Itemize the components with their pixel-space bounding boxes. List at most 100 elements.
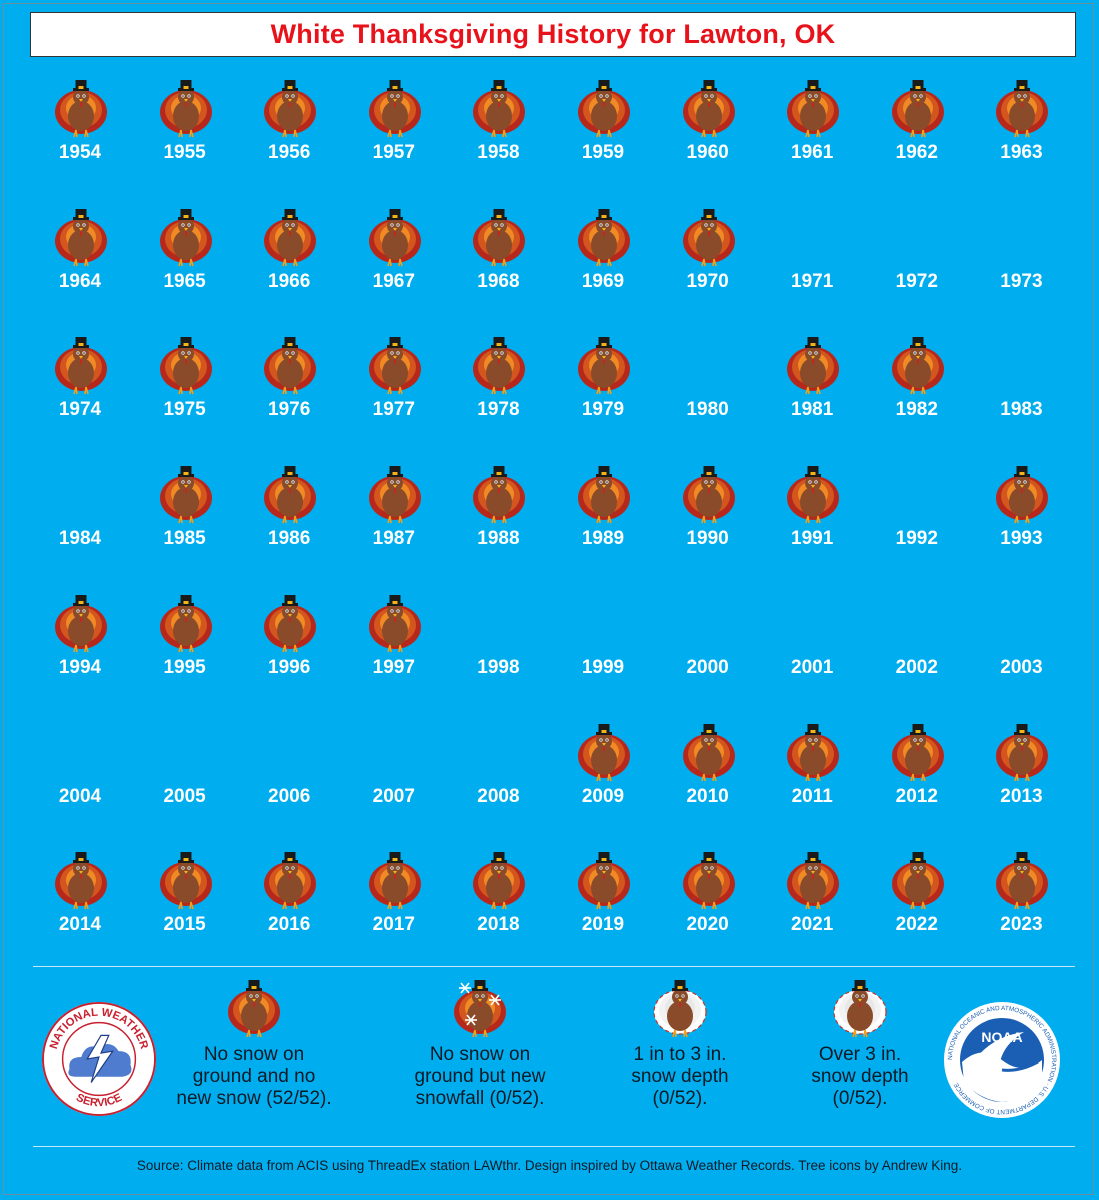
turkey-icon (787, 337, 840, 395)
turkey-icon (55, 337, 107, 395)
year-cell: 1972 (865, 207, 969, 317)
year-cell: 2020 (656, 850, 760, 960)
year-cell: 2008 (446, 722, 550, 832)
turkey-icon (473, 80, 526, 138)
year-cell: 1989 (551, 464, 655, 574)
svg-text:SERVICE: SERVICE (74, 1091, 124, 1109)
legend-item: Over 3 in. snow depth (0/52). (770, 978, 950, 1110)
year-label: 2013 (1000, 785, 1043, 807)
year-cell: 2004 (28, 722, 132, 832)
year-label: 2012 (895, 785, 938, 807)
year-cell: 2006 (237, 722, 341, 832)
year-label: 1956 (268, 142, 311, 163)
turkey-icon (996, 852, 1049, 910)
year-label: 1997 (372, 656, 415, 678)
year-cell: 1961 (760, 78, 864, 188)
year-cell: 1987 (342, 464, 446, 574)
year-label: 1996 (268, 656, 311, 678)
year-label: 1973 (1000, 270, 1043, 292)
turkey-icon (264, 208, 317, 266)
turkey-icon (159, 208, 212, 266)
year-label: 1977 (372, 399, 415, 421)
year-label: 1983 (1000, 399, 1043, 421)
turkey-light-snow-icon (653, 980, 707, 1038)
title-box: White Thanksgiving History for Lawton, O… (30, 12, 1076, 57)
turkey-icon (55, 852, 107, 910)
year-cell: 1963 (969, 78, 1073, 188)
year-cell: 1985 (133, 464, 237, 574)
year-cell: 2022 (865, 850, 969, 960)
turkey-icon (368, 208, 421, 266)
year-label: 2004 (58, 785, 102, 807)
turkey-icon (891, 337, 944, 395)
year-cell: 2003 (969, 593, 1073, 703)
year-cell: 1969 (551, 207, 655, 317)
year-label: 1959 (581, 142, 625, 163)
year-cell: 1979 (551, 335, 655, 445)
divider (33, 1146, 1075, 1147)
year-cell: 1966 (237, 207, 341, 317)
year-label: 2022 (895, 914, 938, 936)
legend-text: 1 in to 3 in. snow depth (0/52). (631, 1044, 729, 1109)
turkey-icon (682, 852, 735, 910)
year-label: 1984 (58, 528, 102, 550)
turkey-icon (264, 594, 317, 653)
turkey-icon (891, 80, 944, 138)
turkey-icon (787, 80, 840, 138)
year-label: 1961 (791, 142, 834, 163)
turkey-icon (578, 208, 630, 266)
year-cell: 1995 (133, 593, 237, 703)
year-label: 2005 (163, 785, 206, 807)
year-cell: 1988 (446, 464, 550, 574)
year-label: 1957 (372, 142, 415, 163)
turkey-icon (682, 208, 735, 266)
year-label: 2003 (1000, 656, 1043, 678)
year-label: 2002 (895, 656, 938, 678)
year-label: 1999 (581, 656, 625, 678)
turkey-icon (159, 594, 212, 653)
turkey-icon (55, 208, 107, 266)
year-cell: 2016 (237, 850, 341, 960)
turkey-icon (368, 337, 421, 395)
turkey-icon (891, 723, 944, 781)
year-label: 1966 (268, 270, 311, 292)
year-label: 1963 (1000, 142, 1043, 163)
year-cell: 1980 (656, 335, 760, 445)
year-label: 1954 (58, 142, 102, 163)
year-cell: 1991 (760, 464, 864, 574)
legend-item: 1 in to 3 in. snow depth (0/52). (590, 978, 770, 1110)
turkey-icon (578, 723, 630, 781)
year-label: 1981 (791, 399, 834, 421)
turkey-icon (55, 80, 107, 138)
turkey-icon (578, 80, 630, 138)
year-cell: 2015 (133, 850, 237, 960)
graphic-frame (3, 3, 1094, 1195)
year-cell: 1957 (342, 78, 446, 188)
year-cell: 1960 (656, 78, 760, 188)
year-cell: 1982 (865, 335, 969, 445)
turkey-icon (264, 852, 317, 910)
year-cell: 2007 (342, 722, 446, 832)
year-cell: 2005 (133, 722, 237, 832)
year-cell: 1968 (446, 207, 550, 317)
legend-item: No snow on ground but new snowfall (0/52… (390, 978, 570, 1110)
year-label: 1974 (58, 399, 102, 421)
turkey-icon (368, 80, 421, 138)
year-label: 1994 (58, 656, 102, 678)
turkey-icon (682, 80, 735, 138)
turkey-icon (787, 723, 840, 781)
turkey-icon (473, 466, 526, 524)
year-cell: 1983 (969, 335, 1073, 445)
year-cell: 1996 (237, 593, 341, 703)
year-label: 1988 (477, 528, 520, 550)
year-cell: 2000 (656, 593, 760, 703)
year-label: 2023 (1000, 914, 1043, 936)
turkey-icon (264, 80, 317, 138)
year-cell: 1978 (446, 335, 550, 445)
year-cell: 1958 (446, 78, 550, 188)
year-cell: 2001 (760, 593, 864, 703)
turkey-icon (996, 466, 1049, 524)
year-label: 2000 (686, 656, 729, 678)
turkey-icon (473, 337, 526, 395)
year-label: 1968 (477, 270, 520, 292)
